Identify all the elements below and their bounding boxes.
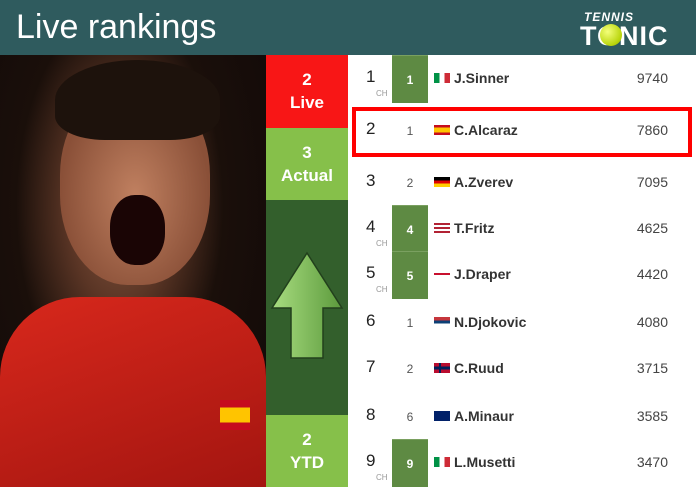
player-name[interactable]: A.Zverev: [454, 174, 514, 190]
ranking-summary: 2 Live 3 Actual 2 YTD: [266, 55, 348, 487]
table-row[interactable]: 4 CH 4 T.Fritz 4625: [348, 205, 696, 253]
rank-change: 2: [406, 176, 414, 190]
mouth: [110, 195, 165, 265]
table-row[interactable]: 6 1 N.Djokovic 4080: [348, 299, 696, 347]
rank: 3: [366, 171, 376, 190]
rank-change: 6: [406, 410, 414, 424]
usa-flag-icon: [434, 223, 450, 233]
germany-flag-icon: [434, 177, 450, 187]
points: 3470: [636, 454, 668, 470]
header: Live rankings TENNIS TONIC: [0, 0, 696, 55]
table-row[interactable]: 5 CH 5 J.Draper 4420: [348, 251, 696, 299]
player-name[interactable]: C.Alcaraz: [454, 122, 518, 138]
table-row[interactable]: 8 6 A.Minaur 3585: [348, 393, 696, 441]
ch-label: CH: [376, 239, 388, 248]
italy-flag-icon: [434, 73, 450, 83]
rank-change: 1: [406, 316, 414, 330]
ch-label: CH: [376, 473, 388, 482]
shirt: [0, 297, 266, 487]
serbia-flag-icon: [434, 317, 450, 327]
points: 9740: [636, 70, 668, 86]
tennis-ball-icon: [600, 24, 622, 46]
points: 3585: [636, 408, 668, 424]
points: 4080: [636, 314, 668, 330]
rankings-table: 1 CH 1 J.Sinner 9740 2 1 C.Alcaraz 7860 3 …: [348, 55, 696, 487]
ch-label: CH: [376, 285, 388, 294]
spain-flag-icon: [434, 125, 450, 135]
spain-flag-patch: [220, 400, 250, 430]
player-name[interactable]: T.Fritz: [454, 220, 495, 236]
points: 7095: [636, 174, 668, 190]
player-name[interactable]: L.Musetti: [454, 454, 516, 470]
actual-rank: 3 Actual: [266, 128, 348, 200]
australia-flag-icon: [434, 411, 450, 421]
points: 4420: [636, 266, 668, 282]
points: 3715: [636, 360, 668, 376]
rank-change: 2: [406, 362, 414, 376]
ytd-rank-label: YTD: [290, 453, 324, 472]
rank: 9: [366, 451, 376, 470]
ytd-rank-value: 2: [302, 430, 312, 449]
logo-text-main: TONIC: [580, 21, 669, 51]
rank: 7: [366, 357, 376, 376]
hair: [55, 60, 220, 140]
rank: 8: [366, 405, 376, 424]
ch-label: CH: [376, 89, 388, 98]
player-name[interactable]: J.Draper: [454, 266, 511, 282]
rank-change: 1: [406, 124, 414, 138]
page-title: Live rankings: [16, 8, 217, 46]
up-arrow-icon: [270, 251, 344, 359]
table-row[interactable]: 3 2 A.Zverev 7095: [348, 159, 696, 207]
live-rank-label: Live: [289, 93, 325, 112]
table-row[interactable]: 1 CH 1 J.Sinner 9740: [348, 55, 696, 103]
italy-flag-icon: [434, 457, 450, 467]
ytd-rank: 2 YTD: [266, 415, 348, 487]
norway-flag-icon: [434, 363, 450, 373]
rank-change: 5: [392, 251, 428, 299]
trend-box: [266, 200, 348, 415]
player-name[interactable]: A.Minaur: [454, 408, 514, 424]
rank-change: 1: [392, 55, 428, 103]
actual-rank-label: Actual: [281, 166, 333, 185]
rank-change: 9: [392, 439, 428, 487]
highlight-frame: [352, 107, 692, 157]
rank: 1: [366, 67, 376, 86]
uk-flag-icon: [434, 269, 450, 279]
actual-rank-value: 3: [302, 143, 312, 162]
player-name[interactable]: J.Sinner: [454, 70, 510, 86]
live-rank-value: 2: [302, 70, 312, 89]
table-row[interactable]: 7 2 C.Ruud 3715: [348, 345, 696, 393]
live-rank: 2 Live: [266, 55, 348, 128]
player-photo: [0, 55, 266, 487]
tennis-tonic-logo[interactable]: TENNIS TONIC: [578, 8, 678, 51]
player-name[interactable]: N.Djokovic: [454, 314, 527, 330]
table-row[interactable]: 2 1 C.Alcaraz 7860: [348, 107, 696, 155]
table-row[interactable]: 9 CH 9 L.Musetti 3470: [348, 439, 696, 487]
logo-text-top: TENNIS: [584, 10, 635, 24]
rank: 2: [366, 119, 376, 138]
rank: 6: [366, 311, 376, 330]
rank-change: 4: [392, 205, 428, 253]
rank: 5: [366, 263, 376, 282]
points: 4625: [636, 220, 668, 236]
rank: 4: [366, 217, 376, 236]
player-name[interactable]: C.Ruud: [454, 360, 504, 376]
points: 7860: [636, 122, 668, 138]
